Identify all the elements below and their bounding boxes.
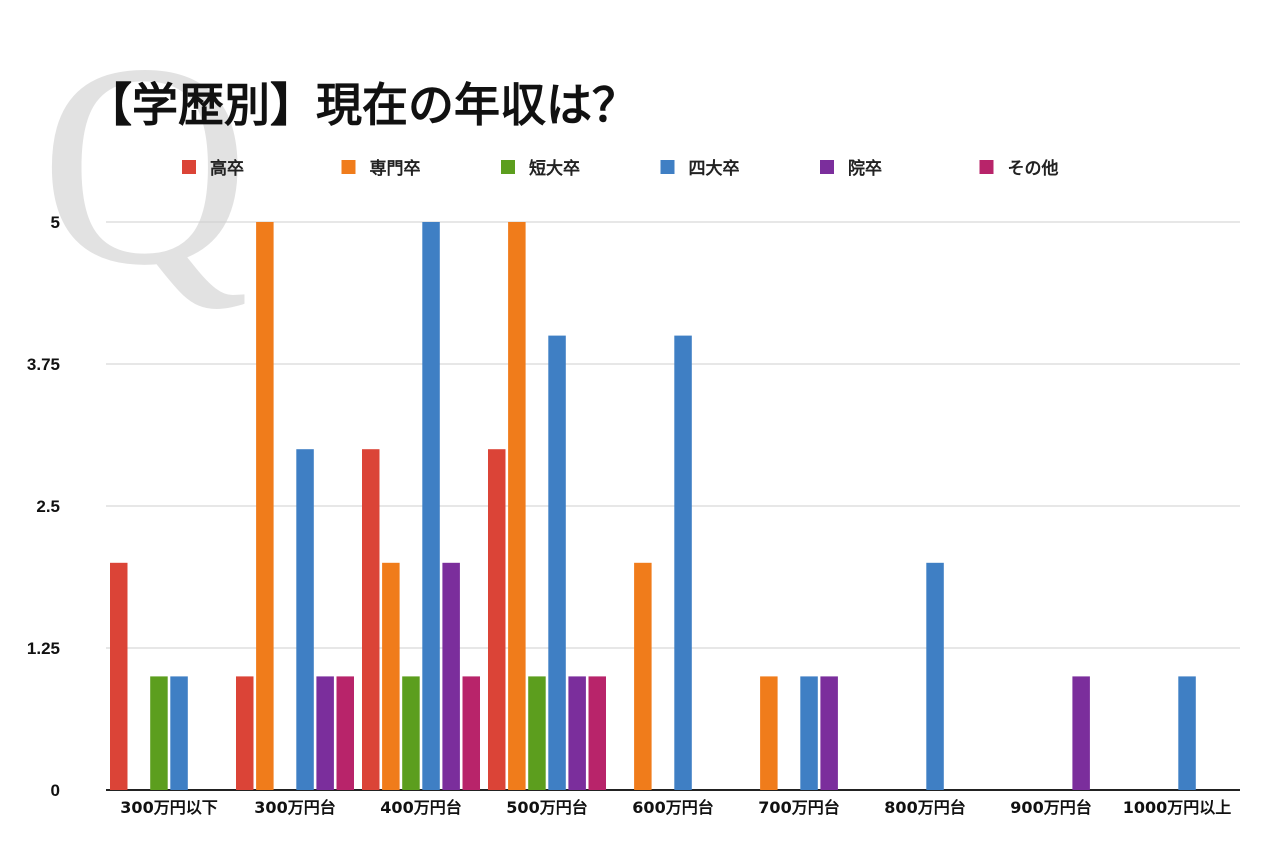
bar <box>462 676 480 790</box>
bar <box>800 676 818 790</box>
bar <box>1072 676 1090 790</box>
bar <box>760 676 778 790</box>
y-tick-label: 0 <box>51 781 60 800</box>
x-tick-label: 300万円以下 <box>120 798 217 817</box>
y-tick-label: 1.25 <box>27 639 60 658</box>
bar <box>548 335 566 790</box>
x-tick-label: 500万円台 <box>506 798 587 817</box>
bar <box>382 562 400 790</box>
bar <box>442 562 460 790</box>
x-tick-label: 700万円台 <box>758 798 839 817</box>
bar <box>336 676 354 790</box>
y-axis-ticks: 0 1.25 2.5 3.75 5 <box>27 213 60 800</box>
legend-swatch <box>660 160 675 174</box>
bar <box>150 676 168 790</box>
bar <box>674 335 692 790</box>
legend-swatch <box>182 160 196 174</box>
legend-label: 短大卒 <box>529 158 580 179</box>
bar <box>296 449 314 790</box>
bar <box>634 562 652 790</box>
bar <box>110 562 128 790</box>
bar <box>588 676 606 790</box>
legend-swatch <box>979 160 994 174</box>
legend-label: 高卒 <box>210 158 244 179</box>
bar <box>820 676 838 790</box>
bar <box>926 562 944 790</box>
legend: 高卒 専門卒 短大卒 四大卒 院卒 その他 <box>182 158 1059 179</box>
bar <box>488 449 506 790</box>
bar <box>568 676 586 790</box>
legend-swatch <box>341 160 356 174</box>
bar <box>170 676 188 790</box>
x-tick-label: 300万円台 <box>254 798 335 817</box>
y-tick-label: 5 <box>51 213 60 232</box>
watermark-q: Q <box>40 4 249 325</box>
legend-swatch <box>501 160 515 174</box>
y-tick-label: 2.5 <box>36 497 60 516</box>
bar <box>256 222 274 790</box>
bar <box>1178 676 1196 790</box>
x-axis-ticks: 300万円以下 300万円台 400万円台 500万円台 600万円台 700万円台 800… <box>120 798 1231 817</box>
bar <box>236 676 254 790</box>
y-tick-label: 3.75 <box>27 355 60 374</box>
x-tick-label: 800万円台 <box>884 798 965 817</box>
legend-swatch <box>820 160 834 174</box>
x-tick-label: 600万円台 <box>632 798 713 817</box>
bar <box>362 449 380 790</box>
legend-label: 院卒 <box>848 158 882 179</box>
x-tick-label: 1000万円以上 <box>1123 798 1232 817</box>
bar <box>508 222 526 790</box>
bar <box>402 676 420 790</box>
bar <box>528 676 546 790</box>
bar <box>316 676 334 790</box>
x-tick-label: 900万円台 <box>1010 798 1091 817</box>
x-tick-label: 400万円台 <box>380 798 461 817</box>
chart-title: 【学歴別】現在の年収は？ <box>86 78 638 132</box>
gridlines <box>106 221 1240 791</box>
bar <box>422 222 440 790</box>
legend-label: その他 <box>1008 158 1059 179</box>
legend-label: 四大卒 <box>689 158 740 179</box>
bars <box>110 222 1196 790</box>
legend-label: 専門卒 <box>370 158 421 179</box>
